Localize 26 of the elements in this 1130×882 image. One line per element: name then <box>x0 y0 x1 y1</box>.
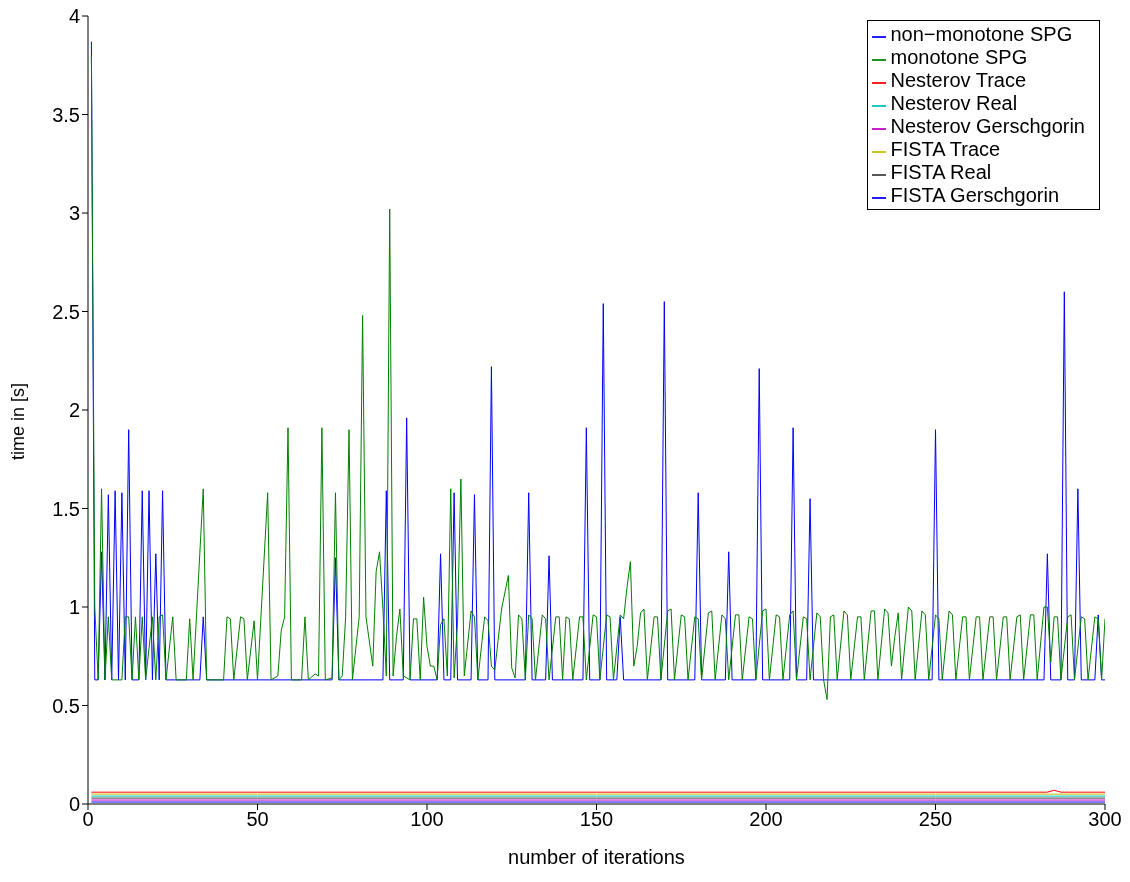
y-tick-label: 2.5 <box>52 300 80 323</box>
legend-label: monotone SPG <box>890 46 1028 68</box>
legend-label: Nesterov Real <box>890 92 1018 114</box>
legend-label: non−monotone SPG <box>890 23 1073 45</box>
legend-label: FISTA Gerschgorin <box>890 184 1060 206</box>
legend-label: Nesterov Gerschgorin <box>890 115 1085 137</box>
x-tick-label: 300 <box>1088 808 1122 831</box>
y-tick-label: 3 <box>68 202 80 225</box>
y-tick-label: 3.5 <box>52 103 80 126</box>
legend-label: FISTA Real <box>890 161 992 183</box>
y-axis-title: time in [s] <box>8 382 29 460</box>
y-tick-label: 1.5 <box>52 497 80 520</box>
x-tick-label: 50 <box>246 808 269 831</box>
legend-label: Nesterov Trace <box>890 69 1027 91</box>
y-tick-label: 0 <box>68 793 80 816</box>
y-tick-label: 4 <box>68 5 80 28</box>
x-tick-label: 250 <box>918 808 953 831</box>
x-axis-title: number of iterations <box>508 846 685 868</box>
y-tick-label: 2 <box>68 399 80 422</box>
x-tick-label: 200 <box>749 808 783 831</box>
y-tick-label: 0.5 <box>52 694 80 717</box>
x-tick-label: 0 <box>82 808 94 831</box>
x-tick-label: 100 <box>410 808 444 831</box>
legend-label: FISTA Trace <box>890 138 1001 160</box>
x-tick-label: 150 <box>579 808 614 831</box>
y-tick-label: 1 <box>68 596 80 619</box>
